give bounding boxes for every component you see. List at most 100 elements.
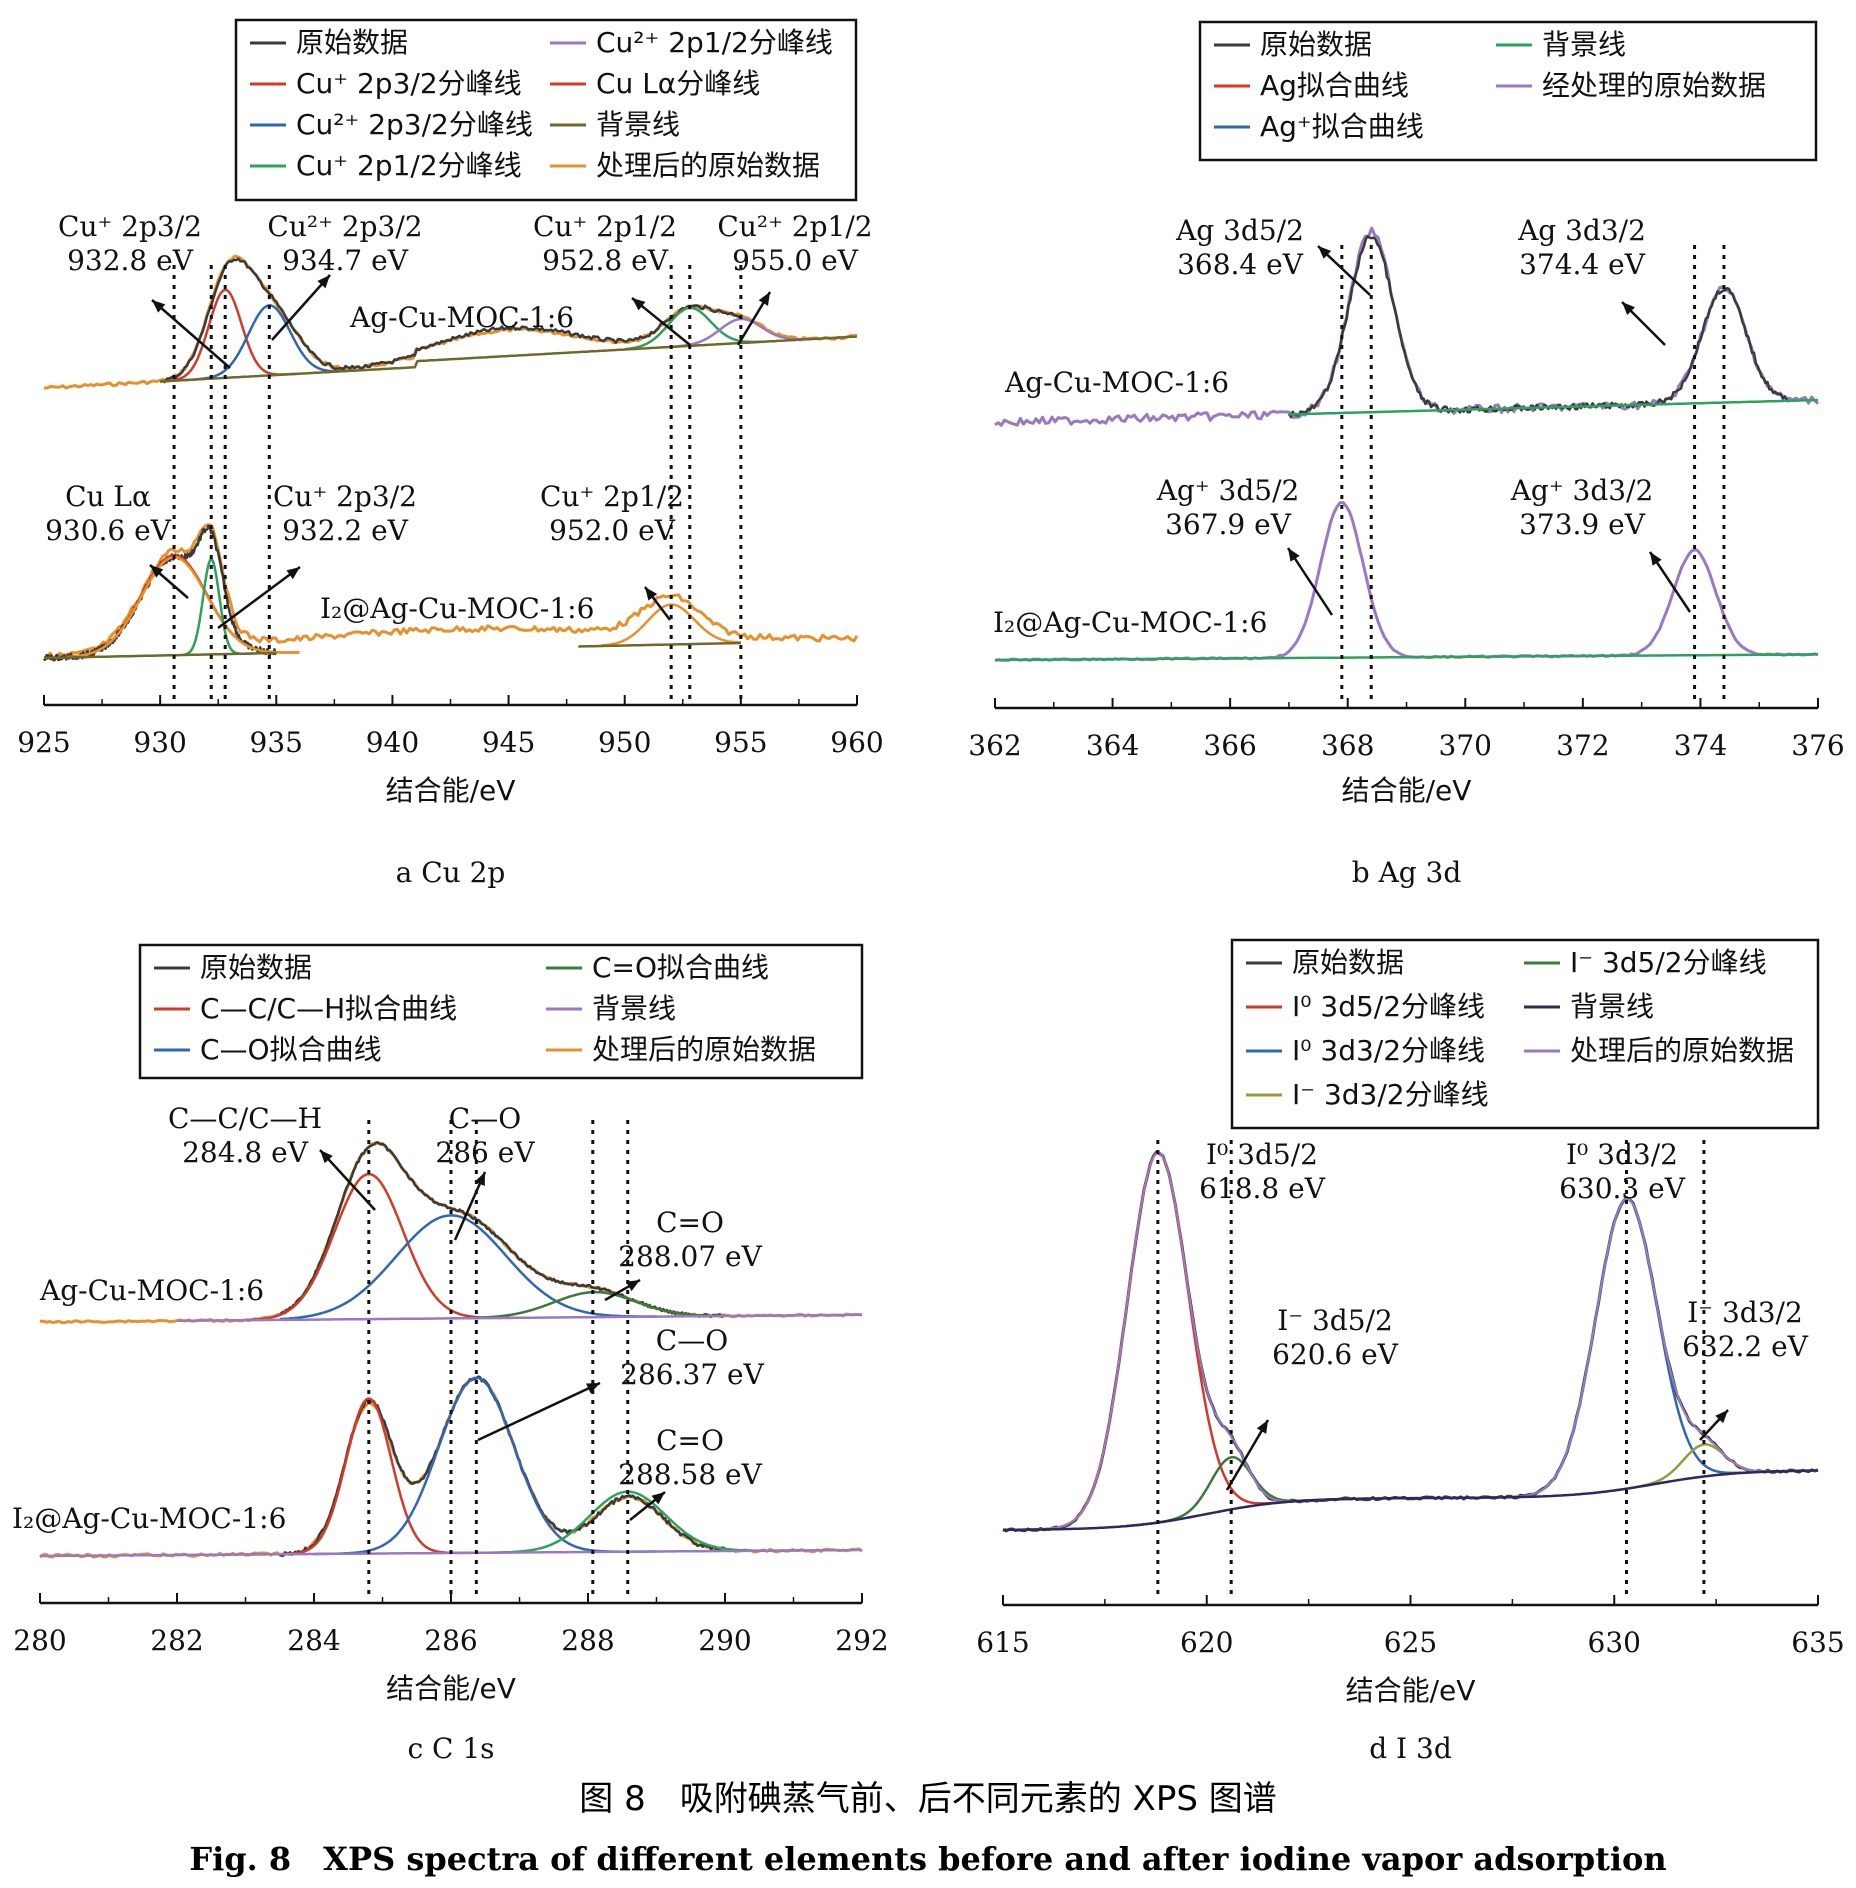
arrow-ag-52-head — [1622, 302, 1635, 315]
peak-annotation-value: 368.4 eV — [1177, 248, 1304, 281]
ag-bot-background — [995, 653, 1818, 662]
arrow-cc-head — [320, 1150, 333, 1164]
arrow-co-b — [477, 1381, 601, 1442]
peak-annotation-value: 618.8 eV — [1199, 1172, 1326, 1205]
legend-label: 处理后的原始数据 — [1570, 1034, 1794, 1067]
c-top-background — [177, 1313, 862, 1323]
legend-box — [138, 943, 864, 1080]
cu-bot-background — [43, 651, 277, 660]
legend-label: 原始数据 — [296, 26, 408, 59]
peak-annotation-value: 932.2 eV — [282, 514, 409, 547]
peak-annotation-value: 955.0 eV — [732, 244, 859, 277]
x-tick-label: 955 — [714, 726, 767, 759]
legend-label: C—O拟合曲线 — [200, 1033, 382, 1066]
peak-annotation-name: Ag⁺ 3d3/2 — [1510, 474, 1654, 507]
legend-label: 背景线 — [1542, 28, 1626, 61]
x-tick-label: 370 — [1439, 729, 1492, 762]
peak-annotation-name: Cu⁺ 2p3/2 — [273, 480, 417, 513]
arrow-i-32-head — [1715, 1410, 1728, 1424]
legend-label: I⁻ 3d3/2分峰线 — [1292, 1078, 1489, 1111]
peak-annotation-value: 284.8 eV — [182, 1136, 309, 1169]
x-axis-label: 结合能/eV — [386, 1672, 516, 1705]
peak-annotation-value: 620.6 eV — [1272, 1338, 1399, 1371]
i-background — [1003, 1469, 1818, 1532]
peak-annotation-value: 632.2 eV — [1682, 1330, 1809, 1363]
arrow-cu2-32-head — [317, 275, 330, 289]
peak-annotation-name: Cu²⁺ 2p1/2 — [717, 210, 872, 243]
x-tick-label: 376 — [1791, 729, 1844, 762]
peak-annotation-name: I⁻ 3d3/2 — [1687, 1296, 1803, 1329]
x-tick-label: 615 — [976, 1626, 1029, 1659]
legend-label: 背景线 — [1570, 990, 1654, 1023]
x-tick-label: 935 — [250, 726, 303, 759]
x-tick-label: 930 — [133, 726, 186, 759]
arrow-agp-32 — [1286, 547, 1334, 616]
ag-top-background — [1288, 398, 1819, 416]
x-axis-label: 结合能/eV — [1342, 774, 1472, 807]
peak-annotation-name: C—C/C—H — [168, 1102, 322, 1135]
series-label: Ag-Cu-MOC-1:6 — [1004, 366, 1229, 399]
arrow-cu2-32 — [271, 274, 331, 341]
x-tick-label: 280 — [13, 1624, 66, 1657]
x-tick-label: 372 — [1556, 729, 1609, 762]
legend-label: C—C/C—H拟合曲线 — [200, 992, 457, 1025]
arrow-cu1-32 — [151, 299, 231, 369]
peak-annotation-name: Cu²⁺ 2p3/2 — [267, 210, 422, 243]
c-top-ceo — [450, 1290, 726, 1320]
series-label: I₂@Ag-Cu-MOC-1:6 — [320, 592, 594, 625]
peak-annotation-name: Ag⁺ 3d5/2 — [1156, 474, 1300, 507]
arrow-i-52 — [1225, 1419, 1270, 1491]
legend-box — [234, 18, 858, 202]
peak-annotation-name: C=O — [656, 1424, 724, 1457]
legend-label: Ag拟合曲线 — [1260, 69, 1409, 102]
legend-label: 原始数据 — [1260, 28, 1372, 61]
arrow-cu1-12-head — [632, 298, 646, 311]
legend-label: Cu²⁺ 2p3/2分峰线 — [296, 108, 533, 141]
x-tick-label: 960 — [830, 726, 883, 759]
series-label: Ag-Cu-MOC-1:6 — [39, 1274, 264, 1307]
arrow-agp-32-head — [1288, 548, 1300, 562]
x-tick-label: 374 — [1674, 729, 1727, 762]
peak-annotation-value: 934.7 eV — [282, 244, 409, 277]
cu-bot-processed — [43, 523, 859, 661]
peak-annotation-value: 288.58 eV — [618, 1458, 762, 1491]
series-label: I₂@Ag-Cu-MOC-1:6 — [993, 606, 1267, 639]
peak-annotation-value: 286.37 eV — [620, 1358, 764, 1391]
arrow-agp-52-head — [1650, 552, 1662, 566]
peak-annotation-name: Cu Lα — [65, 480, 151, 513]
figure-caption-en: Fig. 8 XPS spectra of different elements… — [189, 1840, 1666, 1878]
arrow-cu2-12-head — [758, 292, 770, 306]
panel-label: a Cu 2p — [396, 856, 506, 889]
arrow-ag-32-head — [1318, 246, 1332, 259]
legend-label: 背景线 — [592, 992, 676, 1025]
peak-annotation-value: 630.3 eV — [1559, 1172, 1686, 1205]
legend-label: I⁰ 3d3/2分峰线 — [1292, 1034, 1485, 1067]
peak-annotation-value: 952.0 eV — [549, 514, 676, 547]
x-tick-label: 630 — [1588, 1626, 1641, 1659]
legend-label: Cu Lα分峰线 — [596, 67, 760, 100]
legend-label: Cu²⁺ 2p1/2分峰线 — [596, 26, 833, 59]
arrow-ceo-b-head — [651, 1492, 665, 1505]
x-tick-label: 364 — [1086, 729, 1139, 762]
arrow-cu1-12b-head — [645, 587, 658, 601]
arrow-culalpha-head — [150, 565, 164, 578]
peak-annotation-value: 286 eV — [435, 1136, 535, 1169]
cu-top-background — [160, 335, 858, 383]
legend-label: 原始数据 — [200, 951, 312, 984]
peak-annotation-name: I⁻ 3d5/2 — [1277, 1304, 1393, 1337]
arrow-ceo-head — [626, 1280, 640, 1292]
arrow-co-head — [474, 1172, 485, 1186]
x-tick-label: 282 — [150, 1624, 203, 1657]
cu-bot-background-2 — [577, 641, 742, 648]
panel-label: b Ag 3d — [1352, 856, 1462, 889]
arrow-cu1-32b-head — [286, 567, 300, 580]
legend-label: 处理后的原始数据 — [592, 1033, 816, 1066]
x-axis-label: 结合能/eV — [386, 774, 516, 807]
x-tick-label: 945 — [482, 726, 535, 759]
peak-annotation-name: C—O — [449, 1102, 521, 1135]
peak-annotation-name: I⁰ 3d3/2 — [1566, 1138, 1678, 1171]
cu-top-raw — [159, 257, 742, 384]
x-tick-label: 625 — [1384, 1626, 1437, 1659]
arrow-i-52-head — [1256, 1420, 1268, 1434]
